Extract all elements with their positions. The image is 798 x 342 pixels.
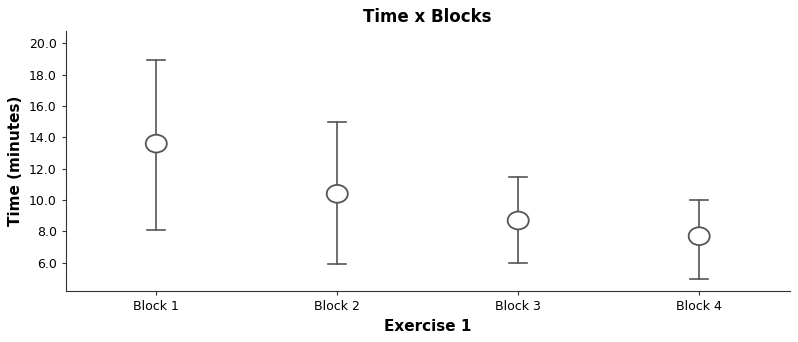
Y-axis label: Time (minutes): Time (minutes) [8, 96, 23, 226]
Ellipse shape [689, 227, 709, 245]
Title: Time x Blocks: Time x Blocks [363, 8, 492, 26]
X-axis label: Exercise 1: Exercise 1 [384, 319, 472, 334]
Ellipse shape [326, 185, 348, 203]
Ellipse shape [508, 212, 529, 229]
Ellipse shape [146, 135, 167, 153]
